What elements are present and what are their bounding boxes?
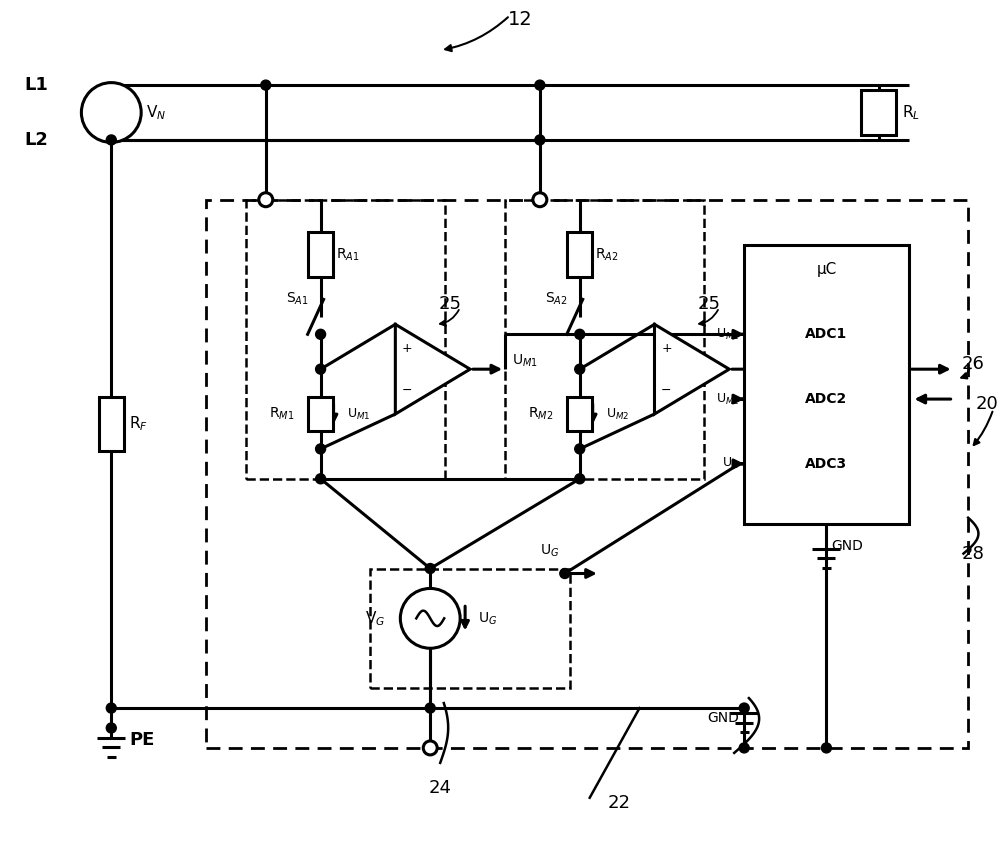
Circle shape [316,444,326,454]
Text: ADC2: ADC2 [805,392,848,406]
Text: 25: 25 [439,295,462,313]
Circle shape [400,588,460,648]
FancyBboxPatch shape [861,90,896,135]
Text: R$_{M2}$: R$_{M2}$ [528,406,553,422]
Text: U$_{M1}$: U$_{M1}$ [716,327,739,342]
Text: R$_{A1}$: R$_{A1}$ [336,246,359,262]
Circle shape [535,135,545,145]
Text: 20: 20 [976,395,998,413]
Circle shape [423,741,437,755]
Text: μC: μC [816,262,837,277]
Text: ADC1: ADC1 [805,327,848,341]
Text: 12: 12 [508,10,532,30]
Text: L1: L1 [25,76,48,95]
Text: U$_{M2}$: U$_{M2}$ [771,353,797,370]
FancyBboxPatch shape [99,397,124,452]
Text: U$_G$: U$_G$ [540,542,560,559]
Text: +: + [661,342,672,354]
Circle shape [821,743,831,753]
Text: L2: L2 [25,131,48,149]
Circle shape [261,80,271,90]
Text: U$_G$: U$_G$ [478,610,497,626]
Circle shape [425,564,435,574]
Circle shape [739,743,749,753]
Text: V$_N$: V$_N$ [146,103,166,122]
Circle shape [575,365,585,374]
Circle shape [316,329,326,339]
Circle shape [259,192,273,207]
Text: 25: 25 [698,295,721,313]
Text: R$_{M1}$: R$_{M1}$ [269,406,294,422]
FancyBboxPatch shape [308,397,333,431]
Circle shape [575,329,585,339]
Circle shape [106,723,116,733]
Text: +: + [402,342,413,354]
Text: R$_{A2}$: R$_{A2}$ [595,246,618,262]
Text: GND: GND [831,538,863,553]
Text: U$_{M1}$: U$_{M1}$ [347,407,370,421]
Circle shape [425,703,435,713]
Text: ADC3: ADC3 [805,457,847,471]
Text: S$_{A2}$: S$_{A2}$ [545,291,568,307]
Text: GND: GND [707,711,739,725]
Text: S$_{A1}$: S$_{A1}$ [286,291,309,307]
Circle shape [316,365,326,374]
Text: U$_{M2}$: U$_{M2}$ [716,392,739,407]
Text: U$_{M2}$: U$_{M2}$ [606,407,629,421]
Text: R$_L$: R$_L$ [902,103,920,122]
Text: U$_G$: U$_G$ [722,457,739,472]
Text: −: − [402,384,413,397]
Circle shape [533,192,547,207]
Circle shape [575,473,585,484]
Text: R$_F$: R$_F$ [129,414,148,433]
Text: 24: 24 [429,779,452,797]
FancyBboxPatch shape [308,232,333,277]
Circle shape [81,83,141,143]
Circle shape [560,569,570,578]
FancyBboxPatch shape [567,397,592,431]
Text: 22: 22 [608,793,631,812]
Text: V$_G$: V$_G$ [365,609,385,628]
Circle shape [106,135,116,145]
Text: U$_{M1}$: U$_{M1}$ [512,353,538,370]
Text: −: − [661,384,672,397]
Circle shape [316,473,326,484]
FancyBboxPatch shape [744,245,909,523]
Circle shape [106,703,116,713]
Text: 28: 28 [962,544,985,563]
Text: 26: 26 [962,355,985,373]
Circle shape [575,444,585,454]
Circle shape [739,703,749,713]
Text: PE: PE [129,731,155,749]
Circle shape [535,80,545,90]
Polygon shape [395,324,470,414]
FancyBboxPatch shape [567,232,592,277]
Polygon shape [654,324,729,414]
